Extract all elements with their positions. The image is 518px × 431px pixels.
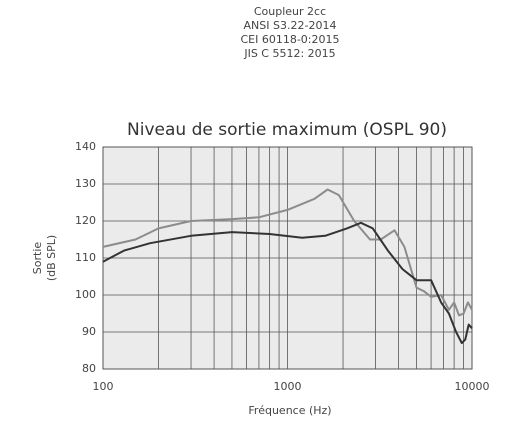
header-line: CEI 60118-0:2015 xyxy=(240,33,339,46)
y-axis-label: (dB SPL) xyxy=(45,235,58,281)
x-tick-label: 100 xyxy=(93,380,114,393)
header-line: JIS C 5512: 2015 xyxy=(243,47,335,60)
chart-title: Niveau de sortie maximum (OSPL 90) xyxy=(127,120,447,140)
header-line: Coupleur 2cc xyxy=(254,5,326,18)
y-axis-label: Sortie xyxy=(31,242,44,275)
y-tick-label: 80 xyxy=(82,362,96,375)
series-line xyxy=(102,221,473,345)
y-tick-label: 130 xyxy=(75,177,96,190)
x-tick-label: 10000 xyxy=(455,380,490,393)
y-tick-label: 110 xyxy=(75,251,96,264)
header-line: ANSI S3.22-2014 xyxy=(244,19,337,32)
y-tick-label: 140 xyxy=(75,140,96,153)
y-tick-label: 120 xyxy=(75,214,96,227)
y-tick-label: 90 xyxy=(82,325,96,338)
y-tick-label: 100 xyxy=(75,288,96,301)
x-tick-label: 1000 xyxy=(274,380,302,393)
x-axis-label: Fréquence (Hz) xyxy=(248,404,331,417)
